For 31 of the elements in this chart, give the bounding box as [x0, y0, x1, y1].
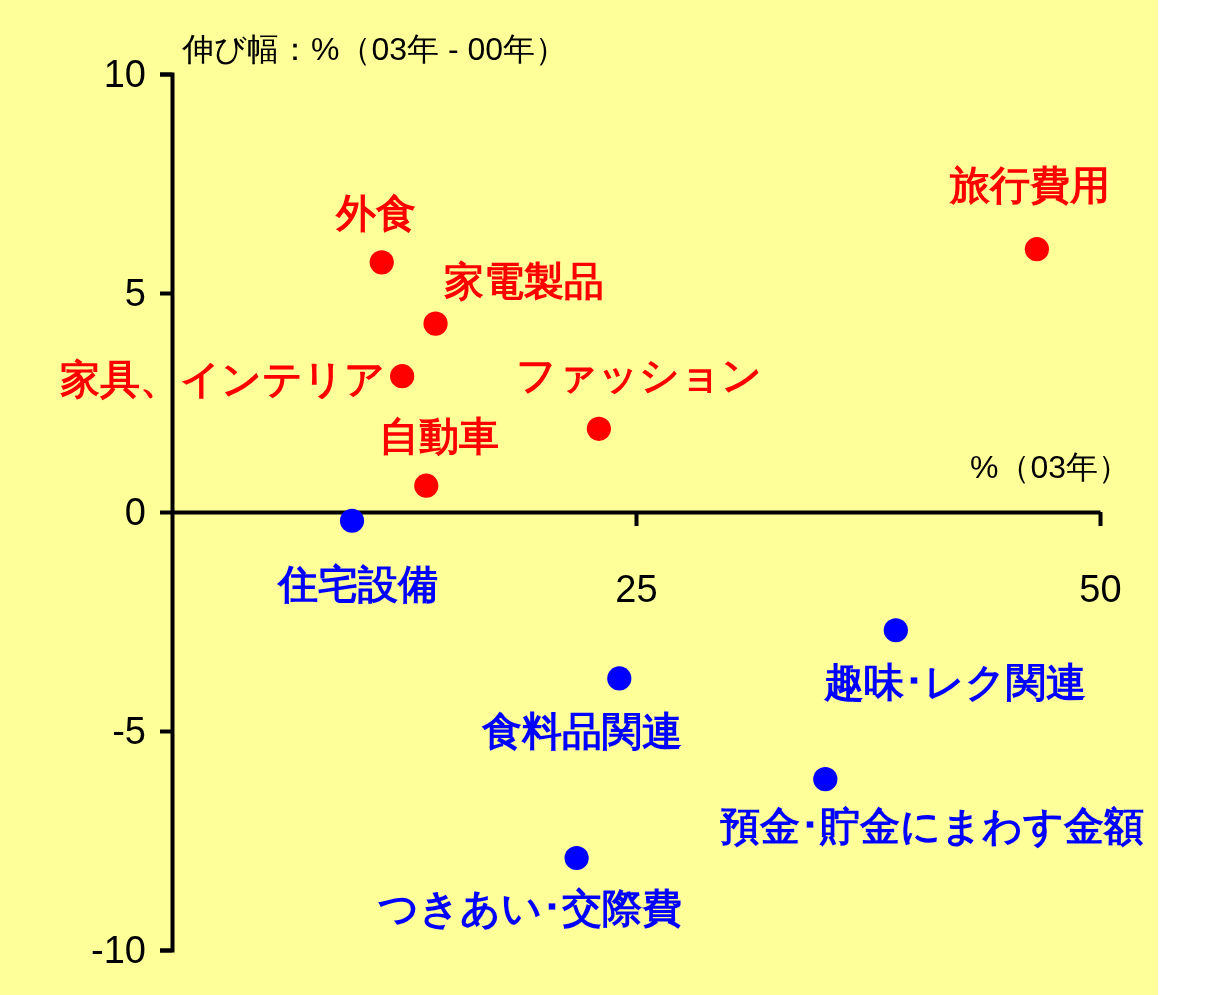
point [390, 364, 415, 389]
y-tick-label: -5 [112, 709, 146, 752]
point [369, 250, 394, 275]
annotation: 家具、インテリア [60, 356, 386, 401]
point [586, 416, 611, 441]
x-tick-label: 50 [1079, 568, 1122, 610]
annotation: 外食 [334, 190, 416, 235]
y-tick-label: -10 [91, 928, 146, 971]
y-tick-label: 10 [103, 52, 146, 95]
point [813, 767, 838, 792]
point [883, 618, 908, 643]
point [1024, 237, 1049, 262]
annotation: 住宅設備 [276, 562, 439, 607]
y-tick-label: 5 [124, 271, 146, 314]
y-axis-title: 伸び幅：%（03年 - 00年） [181, 31, 568, 67]
annotation: ファッション [515, 353, 762, 398]
point [414, 473, 439, 498]
x-tick-label: 25 [615, 568, 658, 610]
annotation: 預金･貯金にまわす金額 [720, 803, 1145, 849]
point [564, 845, 589, 871]
annotation: 食料品関連 [481, 709, 683, 753]
annotation: 家電製品 [443, 259, 604, 304]
annotation: 趣味･レク関連 [822, 659, 1086, 704]
point [339, 508, 365, 533]
annotation: 旅行費用 [948, 162, 1110, 207]
y-tick-label: 0 [124, 490, 146, 533]
x-axis-title: %（03年） [969, 449, 1130, 485]
point [423, 311, 448, 336]
annotation: つきあい･交際費 [377, 885, 682, 930]
annotation: 自動車 [379, 414, 500, 459]
point [607, 666, 632, 691]
